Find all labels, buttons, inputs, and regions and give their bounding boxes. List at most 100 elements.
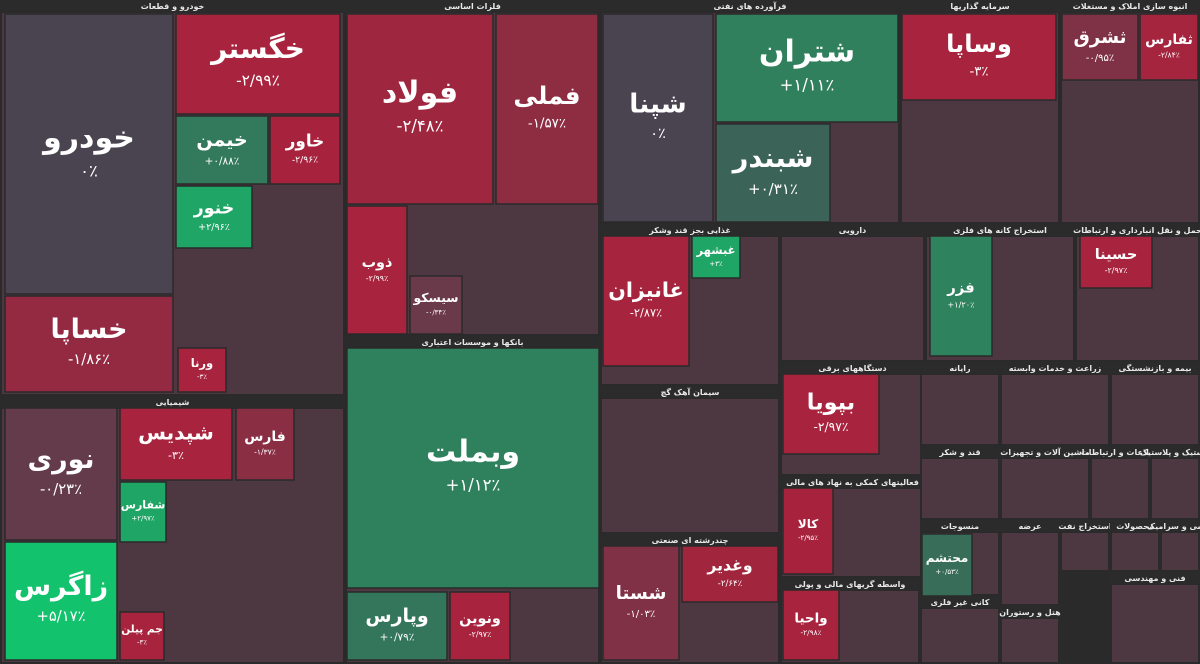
tile-value: -۰/۹۵٪ (1086, 53, 1115, 64)
tile (235, 407, 295, 481)
tile-value: -۲/۹۷٪ (813, 420, 848, 434)
tile-value: ۰٪ (80, 162, 98, 181)
sector-header (600, 0, 900, 12)
tile (4, 541, 118, 661)
sector-header (345, 0, 600, 12)
sector-body (1000, 457, 1090, 520)
tile (495, 13, 599, 205)
sector-body (600, 397, 780, 534)
tile (715, 123, 831, 223)
tile-label: بپویا (807, 389, 855, 415)
sector-body (1060, 531, 1110, 572)
tile-value: -۲/۹۹٪ (366, 274, 389, 283)
tile-label: شفارس (121, 499, 166, 512)
tile-value: -۲/۴۸٪ (397, 117, 444, 136)
tile-label: ونوین (459, 611, 501, 627)
tile-label: زاگرس (14, 570, 108, 602)
tile-value: -۱/۸۶٪ (68, 351, 110, 368)
tile-label: جم پیلن (121, 624, 163, 636)
sector-header (920, 520, 1000, 532)
tile-label: شستا (616, 583, 667, 604)
tile-label: خنور (193, 198, 234, 218)
tile-value: -۰/۲۳٪ (40, 481, 82, 498)
tile (782, 487, 834, 575)
tile-value: +۰/۵۳٪ (935, 568, 959, 576)
sector-header (1090, 446, 1150, 458)
tile-label: خساپا (51, 314, 128, 345)
sector-header (920, 362, 1000, 374)
tile-value: -۲/۹۶٪ (292, 155, 318, 166)
tile (346, 13, 494, 205)
sector-header (1075, 224, 1200, 236)
tile (1079, 235, 1153, 289)
sector-title: حمل و نقل انبارداری و ارتباطات (1073, 226, 1200, 235)
sector-title: دستگاههای برقی (818, 363, 886, 373)
sector-title: دارویی (839, 226, 867, 235)
tile (119, 611, 165, 661)
sector-title: محصولات (1116, 522, 1154, 531)
sector-title: بیمه و بازنشستگی (1119, 363, 1192, 373)
tile-value: -۲/۹۵٪ (798, 534, 818, 542)
sector-header (600, 534, 780, 546)
sector-body (1110, 583, 1200, 664)
tile-value: +۱/۱۲٪ (446, 476, 501, 495)
tile-label: فملی (513, 81, 580, 110)
tile (602, 545, 680, 661)
tile-label: وساپا (946, 30, 1012, 58)
tile (1139, 13, 1199, 81)
tile (4, 295, 174, 393)
sector-header (1000, 606, 1060, 618)
tile-value: -۳٪ (197, 373, 207, 381)
sector-body (1000, 373, 1110, 446)
tile-label: شبندر (731, 143, 814, 174)
tile-value: -۳٪ (168, 449, 184, 462)
tile-value: -۲/۹۷٪ (1105, 266, 1128, 275)
sector-header (1060, 0, 1200, 12)
tile-value: -۲/۹۷٪ (469, 630, 492, 639)
tile-value: +۰/۷۹٪ (380, 631, 415, 643)
sector-title: سیمان آهک گچ (661, 387, 720, 397)
tile (449, 591, 511, 661)
tile-label: کالا (798, 517, 818, 531)
tile-label: ورنا (191, 356, 213, 371)
sector-header (920, 446, 1000, 458)
sector-title: شیمیایی (156, 398, 190, 407)
tile (119, 481, 167, 543)
tile-label: خودرو (41, 121, 135, 156)
tile-label: خیمن (196, 129, 247, 151)
tile-value: -۲/۸۷٪ (630, 305, 662, 319)
tile-value: -۳٪ (970, 64, 989, 79)
tile-value: -۰/۳۴٪ (426, 308, 446, 316)
sector-title: چندرشته ای صنعتی (652, 536, 729, 545)
tile (901, 13, 1057, 101)
sector-title: لاستیک و پلاستیک (1140, 448, 1200, 457)
tile-value: -۲/۸۴٪ (1158, 50, 1180, 59)
sector-header (780, 476, 925, 488)
sector-title: کانی غیر فلزی (931, 598, 990, 607)
sector-title: رایانه (949, 364, 971, 373)
tile-label: غانیزان (608, 278, 684, 302)
tile-label: واحیا (794, 611, 827, 626)
tile (346, 205, 408, 335)
sector-title: فنی و مهندسی (1124, 574, 1185, 583)
sector-header (920, 596, 1000, 608)
tile (175, 185, 253, 249)
tile (602, 235, 690, 367)
tile (409, 275, 463, 335)
sector-title: خودرو و قطعات (141, 2, 205, 11)
sector-body (1150, 457, 1200, 520)
sector-title: فعالیتهای کمکی به نهاد های مالی (786, 478, 919, 487)
sector-title: واسطه گریهای مالی و پولی (795, 579, 906, 589)
tile-label: ثفارس (1145, 32, 1193, 48)
tile-label: شتران (759, 35, 855, 70)
tile (921, 533, 973, 597)
tile (782, 373, 880, 455)
tile-value: -۲/۹۸٪ (801, 628, 822, 637)
tile-value: -۱/۵۷٪ (528, 117, 566, 132)
tile-value: -۲/۹۹٪ (236, 71, 280, 89)
sector-title: استخراج نفت (1058, 522, 1111, 531)
tile-value: +۲/۹۶٪ (198, 222, 230, 233)
tile (691, 235, 741, 279)
tile-value: +۰/۸۸٪ (205, 155, 240, 167)
sector-header (780, 224, 925, 236)
